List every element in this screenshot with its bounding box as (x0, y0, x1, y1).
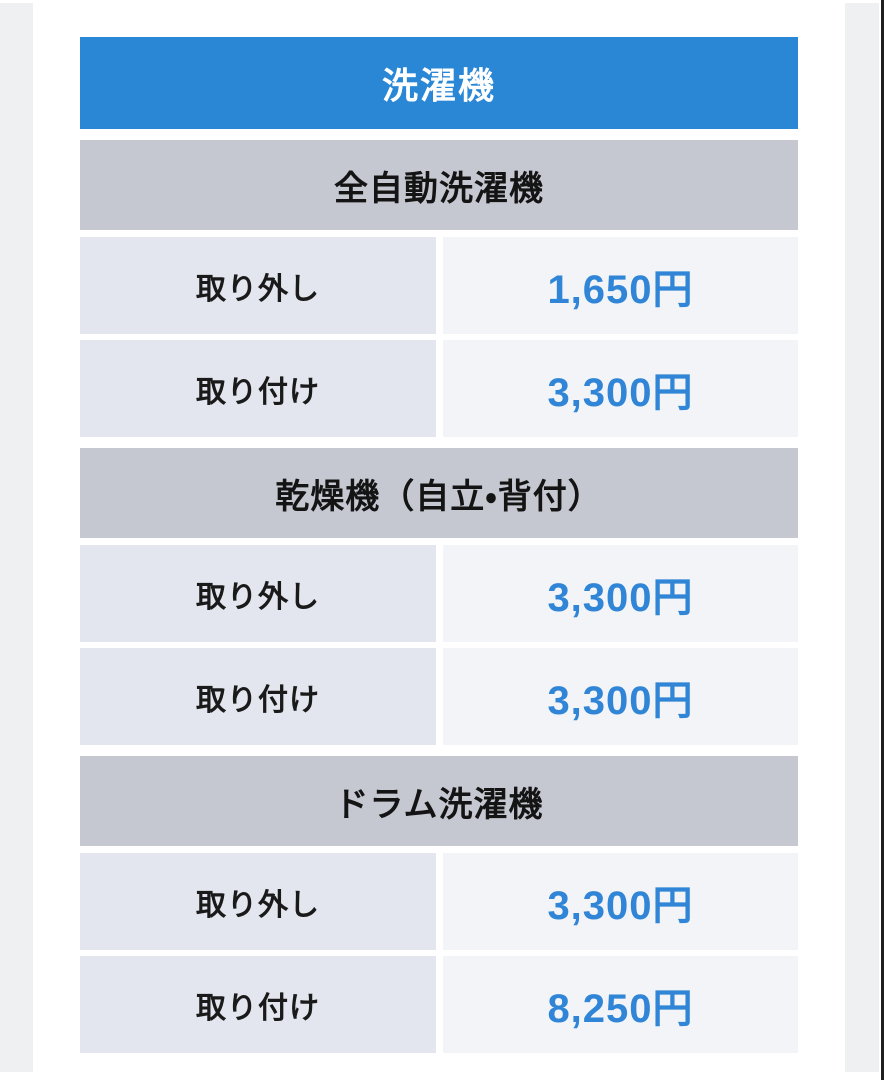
service-label: 取り外し (80, 545, 436, 642)
table-row: 取り外し 3,300円 (80, 853, 798, 950)
service-label: 取り付け (80, 648, 436, 745)
service-label: 取り外し (80, 853, 436, 950)
price-table: 洗濯機 全自動洗濯機 取り外し 1,650円 取り付け 3,300円 乾燥機（自… (80, 37, 798, 1053)
table-row: 取り外し 3,300円 (80, 545, 798, 642)
service-price: 1,650円 (443, 237, 798, 334)
table-title: 洗濯機 (80, 37, 798, 129)
service-price: 8,250円 (443, 956, 798, 1053)
table-row: 取り付け 3,300円 (80, 648, 798, 745)
service-price: 3,300円 (443, 648, 798, 745)
service-label: 取り付け (80, 956, 436, 1053)
section-dryer: 乾燥機（自立・背付） 取り外し 3,300円 取り付け 3,300円 (80, 448, 798, 745)
table-row: 取り付け 8,250円 (80, 956, 798, 1053)
service-price: 3,300円 (443, 545, 798, 642)
screenshot-right-edge-line (881, 0, 884, 1080)
page-left-margin-strip (0, 3, 33, 1072)
section-header: ドラム洗濯機 (80, 756, 798, 846)
table-row: 取り付け 3,300円 (80, 340, 798, 437)
service-price: 3,300円 (443, 340, 798, 437)
service-label: 取り外し (80, 237, 436, 334)
section-header: 乾燥機（自立・背付） (80, 448, 798, 538)
page-right-margin-strip (845, 3, 879, 1072)
section-drum-washer: ドラム洗濯機 取り外し 3,300円 取り付け 8,250円 (80, 756, 798, 1053)
service-price: 3,300円 (443, 853, 798, 950)
service-label: 取り付け (80, 340, 436, 437)
section-header: 全自動洗濯機 (80, 140, 798, 230)
table-row: 取り外し 1,650円 (80, 237, 798, 334)
section-fully-automatic-washer: 全自動洗濯機 取り外し 1,650円 取り付け 3,300円 (80, 140, 798, 437)
